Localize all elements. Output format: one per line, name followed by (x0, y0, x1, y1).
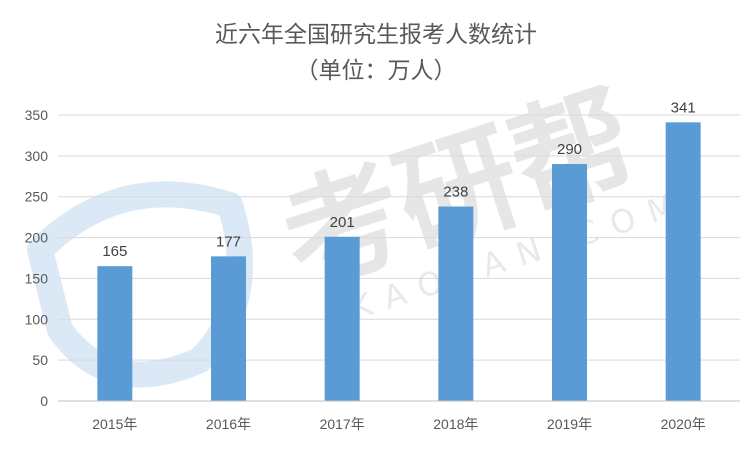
bar (552, 164, 587, 401)
bar (324, 236, 360, 401)
x-tick-label: 2019年 (547, 416, 592, 432)
y-tick-label: 250 (25, 189, 49, 205)
gridlines (58, 114, 740, 361)
x-tick-label: 2020年 (661, 416, 706, 432)
data-label: 165 (102, 243, 127, 260)
bar (665, 122, 701, 402)
y-tick-label: 50 (32, 352, 48, 368)
y-tick-label: 200 (25, 230, 49, 246)
y-axis-ticks: 0 50 100 150 200 250 300 350 (25, 107, 49, 409)
y-tick-label: 350 (25, 107, 49, 123)
x-tick-label: 2018年 (433, 416, 478, 432)
y-tick-label: 300 (25, 148, 49, 164)
bars (97, 122, 701, 402)
data-label: 341 (671, 99, 696, 116)
chart-subtitle: （单位：万人） (296, 58, 457, 84)
bar (97, 266, 133, 401)
y-tick-label: 0 (40, 393, 48, 409)
data-label: 290 (557, 141, 582, 158)
bar (211, 256, 246, 401)
x-tick-label: 2017年 (320, 416, 365, 432)
watermark-logo-icon (27, 181, 253, 388)
data-labels: 165 177 201 238 290 341 (102, 99, 695, 260)
data-label: 238 (443, 184, 468, 201)
y-tick-label: 100 (25, 311, 49, 327)
bar (438, 206, 474, 401)
x-tick-label: 2016年 (206, 416, 251, 432)
x-tick-label: 2015年 (92, 416, 137, 432)
data-label: 201 (330, 214, 355, 231)
chart-title: 近六年全国研究生报考人数统计 (215, 22, 537, 48)
x-axis-ticks: 2015年 2016年 2017年 2018年 2019年 2020年 (92, 416, 705, 432)
data-label: 177 (216, 233, 241, 250)
y-tick-label: 150 (25, 270, 49, 286)
